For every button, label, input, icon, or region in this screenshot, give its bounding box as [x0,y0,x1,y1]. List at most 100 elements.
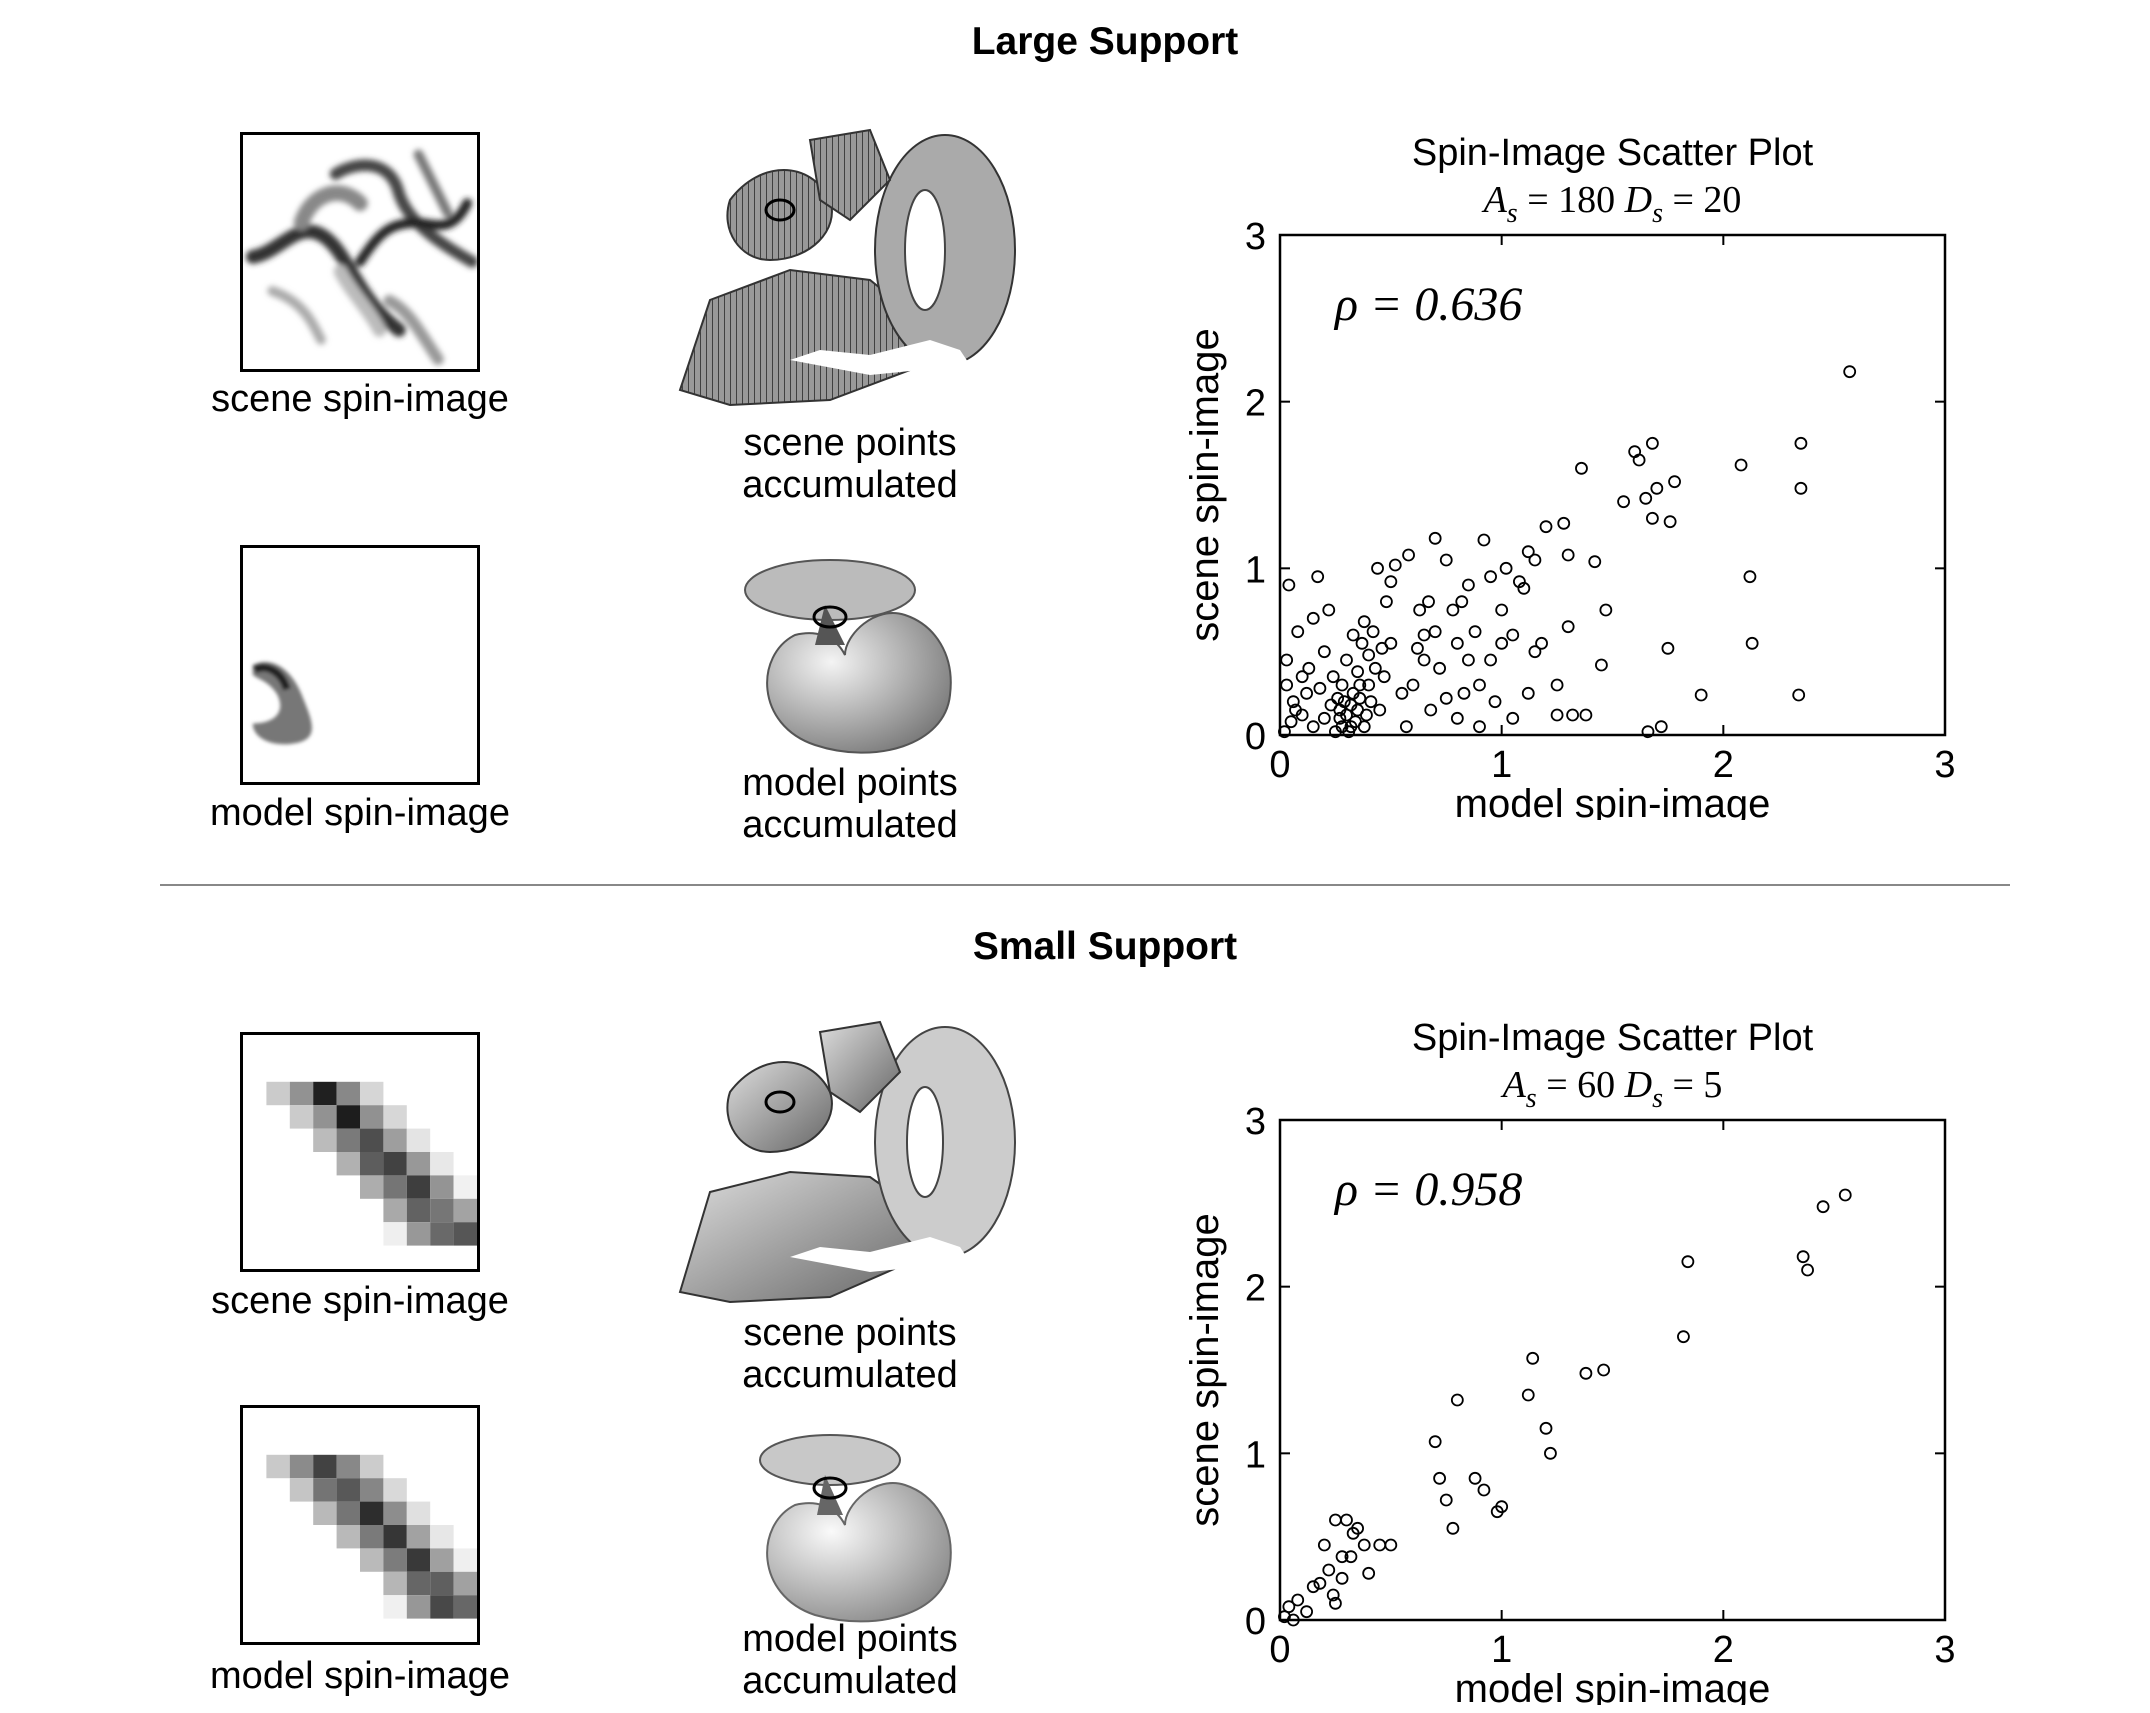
scene-points-caption-small: scene points accumulated [690,1312,1010,1396]
scene-points-caption-large-line1: scene points [743,422,957,464]
data-point [1457,686,1471,700]
spin-image-pixel [430,1222,454,1246]
spin-image-pixel [360,1454,384,1479]
data-point [1286,1613,1300,1627]
data-point [1280,653,1294,667]
data-point [1743,570,1757,584]
spin-image-pixel [383,1525,407,1549]
data-point [1838,1188,1852,1202]
correlation-annotation: ρ = 0.636 [1333,278,1522,331]
x-tick-label: 1 [1491,1629,1512,1671]
data-point [1681,1255,1695,1269]
data-point [1495,1500,1509,1514]
data-point [1362,1566,1376,1580]
spin-image-pixel [266,1081,290,1106]
data-point [1488,695,1502,709]
data-point [1340,653,1353,667]
data-point [1368,661,1382,675]
data-point [1595,658,1608,672]
data-point [1371,561,1384,575]
spin-image-pixel [336,1081,360,1106]
model-spin-image-small-graphic [266,1454,477,1619]
scene-spin-image-large [240,132,480,372]
data-point [1417,628,1431,642]
model-points-render-small [759,1434,952,1623]
plot-frame [1278,1118,1947,1622]
chart-subtitle: As = 180 Ds = 20 [1481,179,1742,229]
subtitle-d-symbol: D [1624,179,1652,221]
y-tick-label: 2 [1245,383,1266,425]
subtitle-d-subscript: s [1652,198,1663,229]
data-point [1641,725,1655,739]
data-point [1322,603,1336,617]
x-axis-label: model spin-image [1455,782,1771,820]
data-point [1528,553,1542,567]
spin-image-pixel [430,1595,454,1619]
scene-points-caption-large: scene points accumulated [690,422,1010,506]
data-point [1796,1250,1810,1264]
data-point [1484,570,1497,584]
scene-spin-image-caption-large: scene spin-image [211,378,509,420]
data-point [1794,481,1808,495]
data-point [1499,561,1513,575]
scene-points-caption-large-line2: accumulated [742,464,958,506]
subtitle-a-subscript: s [1526,1083,1537,1114]
data-point [1646,511,1659,525]
subtitle-d-value: = 20 [1663,179,1741,221]
data-point [1663,515,1677,529]
section-title-small-support: Small Support [972,925,1238,968]
data-point [1278,725,1291,739]
data-point [1282,1600,1296,1614]
spin-image-pixel [336,1128,360,1152]
spin-image-pixel [313,1501,337,1525]
spin-image-pixel [430,1571,454,1596]
spin-image-pixel [453,1571,477,1596]
data-point [1597,1363,1611,1377]
y-tick-label: 2 [1245,1268,1266,1310]
x-tick-label: 3 [1934,1629,1955,1671]
data-point [1357,615,1371,629]
data-point [1351,665,1364,679]
section-title-large-support: Large Support [971,20,1239,63]
y-tick-label: 1 [1245,1434,1266,1476]
data-point [1484,653,1497,667]
spin-image-pixel [383,1548,407,1572]
data-point [1462,578,1475,592]
data-point [1561,548,1575,562]
data-point [1302,661,1316,675]
data-point [1566,708,1580,722]
data-point [1446,603,1460,617]
scene-points-caption-small-line1: scene points [743,1312,957,1354]
data-point [1384,1538,1398,1552]
data-point [1306,1580,1320,1594]
data-point [1428,625,1442,639]
x-axis-label: model spin-image [1455,1667,1771,1705]
data-point [1745,636,1759,650]
data-point [1329,1513,1342,1527]
data-point [1694,688,1708,702]
data-point [1311,570,1325,584]
data-point [1462,653,1475,667]
data-point [1557,516,1571,530]
plot-frame [1278,233,1947,737]
data-point [1843,365,1857,379]
data-point [1544,1446,1557,1460]
spin-image-pixel [406,1595,431,1619]
data-point [1446,1521,1460,1535]
model-points-caption-small: model points accumulated [690,1618,1010,1702]
subtitle-a-value: = 180 [1518,179,1625,221]
spin-image-pixel [336,1478,360,1502]
data-point [1792,688,1806,702]
data-point [1360,708,1373,722]
model-points-caption-large: model points accumulated [690,762,1010,846]
y-tick-label: 0 [1245,716,1266,758]
scene-spin-image-small-graphic [266,1081,477,1246]
data-point [1575,461,1588,475]
data-point [1286,695,1300,709]
spin-image-pixel [360,1525,384,1549]
spin-image-pixel [313,1128,337,1152]
data-point [1477,1483,1491,1497]
x-tick-label: 2 [1713,744,1734,786]
spin-image-pixel [336,1525,360,1549]
data-point [1300,686,1314,700]
